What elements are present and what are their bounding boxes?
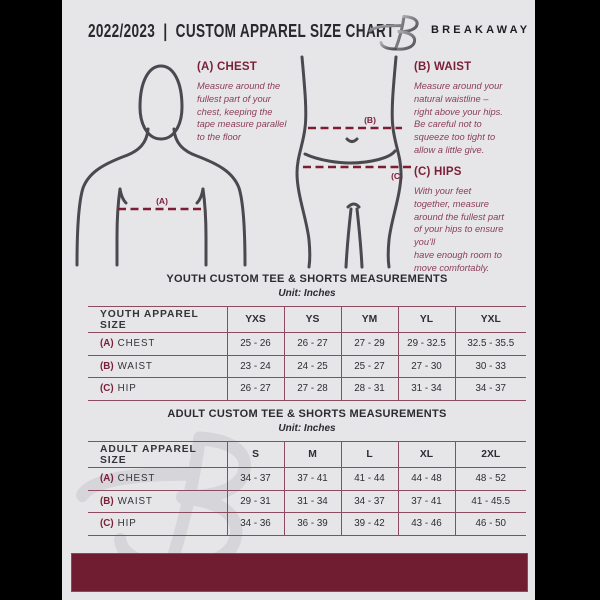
size-cell: 39 - 42 (340, 512, 398, 536)
size-cell: 41 - 44 (340, 467, 398, 491)
waist-hip-measure-figure-icon (285, 55, 415, 270)
adult-table-title: ADULT CUSTOM TEE & SHORTS MEASUREMENTS (167, 408, 447, 420)
size-column-header: YOUTH APPAREL SIZE (88, 306, 227, 333)
size-cell: 31 - 34 (283, 489, 341, 513)
size-cell: 37 - 41 (397, 489, 455, 513)
row-label: (A) CHEST (88, 332, 227, 356)
chest-instruction-body: Measure around the fullest part of your … (197, 81, 287, 143)
size-cell: 25 - 26 (226, 332, 284, 356)
row-label: (C) HIP (88, 377, 227, 401)
table-row: (B) WAIST 29 - 31 31 - 34 34 - 37 37 - 41… (88, 489, 526, 513)
chest-measure-figure-icon (62, 55, 247, 270)
table-row: (B) WAIST 23 - 24 24 - 25 25 - 27 27 - 30… (88, 354, 526, 378)
size-cell: 29 - 31 (226, 489, 284, 513)
table-header-row: YOUTH APPAREL SIZE YXS YS YM YL YXL (88, 306, 526, 333)
size-cell: 30 - 33 (454, 354, 526, 378)
size-cell: 24 - 25 (283, 354, 341, 378)
size-cell: 26 - 27 (226, 377, 284, 401)
brand-name: BREAKAWAY (431, 24, 531, 36)
hip-marker-label: (C) (391, 171, 403, 181)
table-row: (C) HIP 34 - 36 36 - 39 39 - 42 43 - 46 4… (88, 512, 526, 536)
table-row: (A) CHEST 34 - 37 37 - 41 41 - 44 44 - 48… (88, 467, 526, 491)
hips-instruction-heading: (C) HIPS (414, 166, 462, 178)
adult-size-table: ADULT APPAREL SIZE S M L XL 2XL (A) CHEST… (88, 441, 526, 536)
size-column-header: L (340, 441, 398, 468)
size-column-header: YM (340, 306, 398, 333)
row-label: (A) CHEST (88, 467, 227, 491)
size-column-header: YXL (454, 306, 526, 333)
size-cell: 32.5 - 35.5 (454, 332, 526, 356)
size-column-header: M (283, 441, 341, 468)
row-label: (B) WAIST (88, 489, 227, 513)
size-cell: 28 - 31 (340, 377, 398, 401)
size-cell: 41 - 45.5 (454, 489, 526, 513)
chest-instruction-heading: (A) CHEST (197, 61, 257, 73)
table-row: (A) CHEST 25 - 26 26 - 27 27 - 29 29 - 32… (88, 332, 526, 356)
size-column-header: ADULT APPAREL SIZE (88, 441, 227, 468)
size-cell: 29 - 32.5 (397, 332, 455, 356)
size-cell: 46 - 50 (454, 512, 526, 536)
size-cell: 26 - 27 (283, 332, 341, 356)
size-cell: 25 - 27 (340, 354, 398, 378)
waist-instruction-body: Measure around your natural waistline – … (414, 81, 503, 155)
size-column-header: YXS (226, 306, 284, 333)
size-cell: 34 - 37 (226, 467, 284, 491)
size-cell: 34 - 37 (454, 377, 526, 401)
chest-marker-label: (A) (156, 196, 168, 206)
size-cell: 34 - 37 (340, 489, 398, 513)
waist-marker-label: (B) (364, 115, 376, 125)
breakaway-logo-icon (367, 12, 425, 52)
size-cell: 34 - 36 (226, 512, 284, 536)
page-title: 2022/2023 | CUSTOM APPAREL SIZE CHART (88, 21, 395, 42)
size-cell: 48 - 52 (454, 467, 526, 491)
size-column-header: S (226, 441, 284, 468)
footer-bar (71, 553, 528, 592)
size-cell: 31 - 34 (397, 377, 455, 401)
row-label: (B) WAIST (88, 354, 227, 378)
size-cell: 27 - 29 (340, 332, 398, 356)
youth-table-title: YOUTH CUSTOM TEE & SHORTS MEASUREMENTS (166, 273, 448, 285)
size-cell: 23 - 24 (226, 354, 284, 378)
size-cell: 43 - 46 (397, 512, 455, 536)
size-cell: 44 - 48 (397, 467, 455, 491)
size-column-header: 2XL (454, 441, 526, 468)
size-column-header: YL (397, 306, 455, 333)
row-label: (C) HIP (88, 512, 227, 536)
size-cell: 37 - 41 (283, 467, 341, 491)
youth-size-table: YOUTH APPAREL SIZE YXS YS YM YL YXL (A) C… (88, 306, 526, 401)
size-chart-page: 2022/2023 | CUSTOM APPAREL SIZE CHART (62, 0, 535, 600)
size-cell: 27 - 28 (283, 377, 341, 401)
size-cell: 36 - 39 (283, 512, 341, 536)
adult-table-unit: Unit: Inches (278, 423, 336, 434)
table-header-row: ADULT APPAREL SIZE S M L XL 2XL (88, 441, 526, 468)
waist-instruction-heading: (B) WAIST (414, 61, 472, 73)
size-column-header: YS (283, 306, 341, 333)
youth-table-unit: Unit: Inches (278, 288, 336, 299)
hips-instruction-body: With your feet together, measure around … (414, 186, 504, 273)
table-row: (C) HIP 26 - 27 27 - 28 28 - 31 31 - 34 3… (88, 377, 526, 401)
size-column-header: XL (397, 441, 455, 468)
size-cell: 27 - 30 (397, 354, 455, 378)
